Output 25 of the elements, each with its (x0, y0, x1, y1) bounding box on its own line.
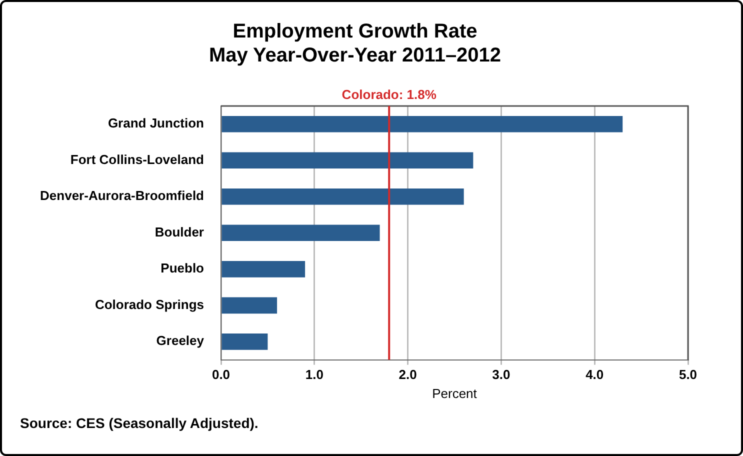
y-tick-label: Colorado Springs (94, 296, 204, 312)
source-note: Source: CES (Seasonally Adjusted). (20, 415, 258, 431)
bar (222, 224, 380, 242)
x-tick-label: 0.0 (212, 367, 230, 382)
bar (222, 297, 278, 314)
x-axis-title: Percent (432, 386, 478, 401)
y-tick-label: Greeley (156, 333, 205, 348)
bar (222, 116, 623, 132)
bar (222, 152, 474, 169)
x-tick-label: 1.0 (305, 367, 324, 382)
x-tick-label: 5.0 (678, 367, 698, 382)
x-tick-label: 4.0 (586, 367, 604, 382)
bar (222, 334, 268, 350)
y-tick-label: Pueblo (160, 260, 204, 276)
y-tick-label: Denver-Aurora-Broomfield (40, 188, 204, 204)
bar (222, 188, 464, 205)
chart-subtitle: May Year-Over-Year 2011–2012 (208, 44, 502, 67)
y-tick-label: Fort Collins-Loveland (70, 152, 204, 167)
chart-title: Employment Growth Rate (232, 20, 478, 43)
x-tick-label: 2.0 (398, 367, 417, 382)
y-tick-label: Grand Junction (108, 116, 204, 131)
ref-line-label: Colorado: 1.8% (342, 87, 437, 102)
y-tick-label: Boulder (154, 224, 204, 240)
bar (222, 261, 306, 278)
x-tick-label: 3.0 (492, 367, 510, 382)
